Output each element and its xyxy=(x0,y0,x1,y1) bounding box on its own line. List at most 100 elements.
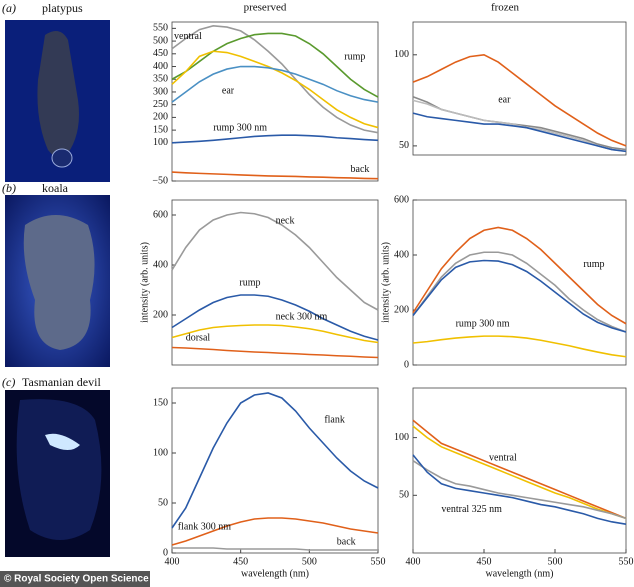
x-tick-label: 400 xyxy=(406,556,421,567)
series-label: rump xyxy=(583,259,604,270)
panel-name: platypus xyxy=(42,1,83,15)
y-tick-label: 550 xyxy=(153,23,168,34)
y-tick-label: 100 xyxy=(394,432,409,443)
series-label: ventral xyxy=(174,31,202,42)
y-tick-label: 450 xyxy=(153,48,168,59)
y-tick-label: 400 xyxy=(394,249,409,260)
line-series xyxy=(171,32,379,98)
specimen-mark xyxy=(45,433,80,450)
line-series xyxy=(412,419,627,520)
series-label: ventral 325 nm xyxy=(441,504,502,515)
line-series xyxy=(412,112,627,153)
line-series xyxy=(171,324,379,344)
line-series xyxy=(171,134,379,144)
y-tick-label: 0 xyxy=(163,547,168,558)
line-series xyxy=(171,294,379,341)
credit-bg xyxy=(0,571,150,587)
line-series xyxy=(412,454,627,525)
plot-frame xyxy=(171,387,379,554)
x-axis-label: wavelength (nm) xyxy=(241,568,309,579)
x-tick-label: 500 xyxy=(302,556,317,567)
line-series xyxy=(171,65,379,103)
specimen-bill xyxy=(51,148,73,168)
x-tick-label: 450 xyxy=(233,556,248,567)
plot-frame xyxy=(412,199,627,366)
y-tick-label: 400 xyxy=(153,61,168,72)
x-tick-label: 500 xyxy=(548,556,563,567)
y-tick-label: 400 xyxy=(153,259,168,270)
y-tick-label: 600 xyxy=(153,209,168,220)
panel-letter: (b) xyxy=(2,181,16,195)
panel-letter: (c) xyxy=(2,375,15,389)
y-tick-label: 0 xyxy=(404,359,409,370)
series-label: ear xyxy=(222,85,235,96)
panel-name: koala xyxy=(42,181,69,195)
line-series xyxy=(171,517,379,546)
specimen xyxy=(23,215,95,350)
y-tick-label: 200 xyxy=(394,304,409,315)
plot-frame xyxy=(171,21,379,182)
y-tick-label: −50 xyxy=(152,175,168,186)
series-label: dorsal xyxy=(186,332,211,343)
series-label: rump 300 nm xyxy=(213,123,267,134)
column-header: preserved xyxy=(244,2,287,14)
line-series xyxy=(412,95,627,151)
y-tick-label: 300 xyxy=(153,86,168,97)
line-series xyxy=(171,392,379,529)
y-tick-label: 100 xyxy=(153,137,168,148)
y-axis-label: intensity (arb. units) xyxy=(380,242,391,323)
line-series xyxy=(171,346,379,359)
plot-frame xyxy=(412,21,627,156)
line-series xyxy=(412,259,627,333)
series-label: back xyxy=(337,536,356,547)
series-label: rump 300 nm xyxy=(456,318,510,329)
y-tick-label: 350 xyxy=(153,74,168,85)
line-series xyxy=(412,425,627,520)
y-tick-label: 200 xyxy=(153,309,168,320)
line-series xyxy=(412,53,627,147)
x-tick-label: 450 xyxy=(477,556,492,567)
x-tick-label: 400 xyxy=(165,556,180,567)
credit: © Royal Society Open Science xyxy=(4,574,149,585)
y-tick-label: 50 xyxy=(399,490,409,501)
specimen xyxy=(37,31,79,158)
series-label: rump xyxy=(239,277,260,288)
plot-frame xyxy=(412,387,627,554)
y-tick-label: 150 xyxy=(153,397,168,408)
line-series xyxy=(171,211,379,311)
y-tick-label: 50 xyxy=(399,140,409,151)
y-tick-label: 100 xyxy=(153,447,168,458)
x-axis-label: wavelength (nm) xyxy=(485,568,553,579)
specimen xyxy=(16,399,102,540)
line-series xyxy=(171,25,379,134)
x-tick-label: 550 xyxy=(619,556,634,567)
series-label: flank 300 nm xyxy=(178,521,232,532)
series-label: neck 300 nm xyxy=(276,311,328,322)
y-tick-label: 250 xyxy=(153,99,168,110)
plot-frame xyxy=(171,199,379,366)
column-header: frozen xyxy=(491,2,520,14)
y-tick-label: 150 xyxy=(153,124,168,135)
series-label: rump xyxy=(344,52,365,63)
series-label: flank xyxy=(324,414,345,425)
series-label: back xyxy=(351,164,370,175)
line-series xyxy=(412,335,627,358)
panel-letter: (a) xyxy=(2,1,16,15)
line-series xyxy=(412,99,627,153)
panel-name: Tasmanian devil xyxy=(22,375,101,389)
y-axis-label: intensity (arb. units) xyxy=(139,242,150,323)
series-label: ventral xyxy=(489,452,517,463)
y-tick-label: 100 xyxy=(394,49,409,60)
series-label: ear xyxy=(498,95,511,106)
line-series xyxy=(412,226,627,325)
line-series xyxy=(171,171,379,180)
line-series xyxy=(412,460,627,520)
line-series xyxy=(412,251,627,333)
y-tick-label: 600 xyxy=(394,194,409,205)
x-tick-label: 550 xyxy=(371,556,386,567)
line-series xyxy=(172,547,378,551)
y-tick-label: 50 xyxy=(158,497,168,508)
y-tick-label: 200 xyxy=(153,112,168,123)
y-tick-label: 500 xyxy=(153,35,168,46)
